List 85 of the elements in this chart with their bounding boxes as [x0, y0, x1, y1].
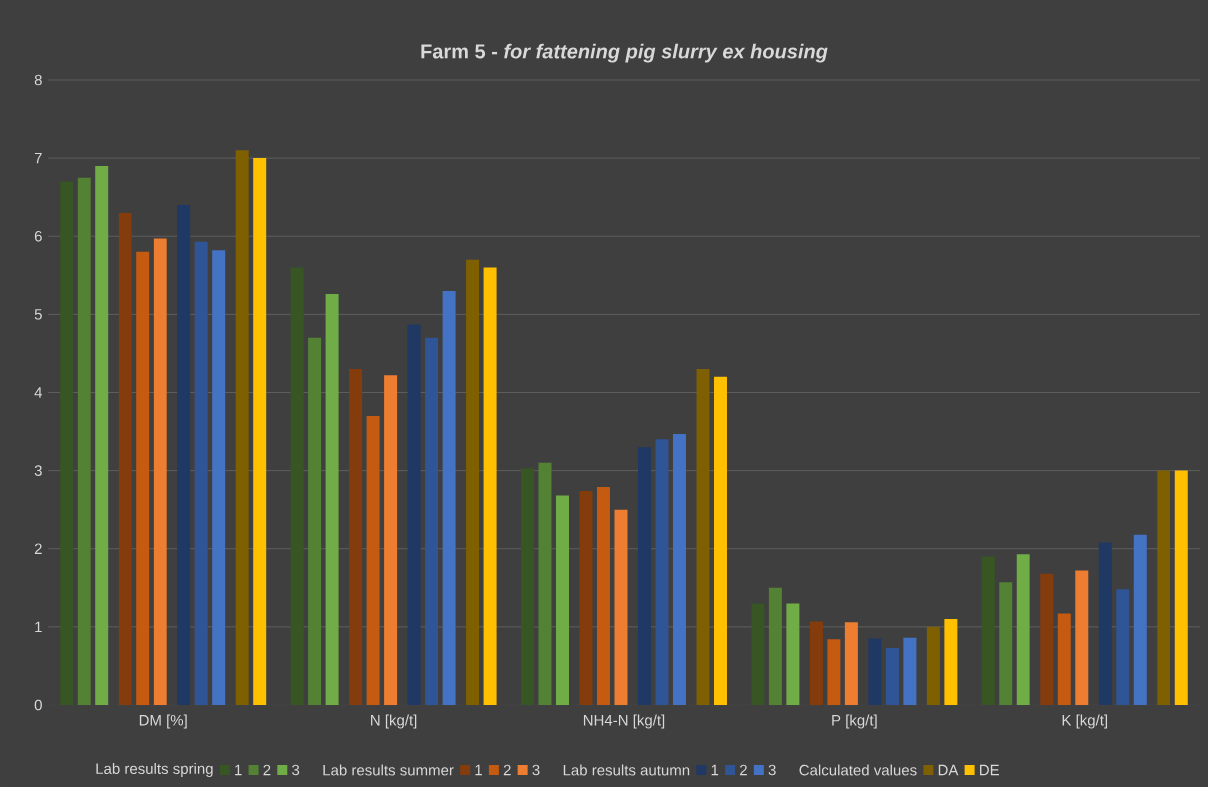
- bar: [1157, 470, 1171, 705]
- bar: [177, 204, 191, 705]
- x-tick-label: P [kg/t]: [832, 714, 877, 729]
- bar: [118, 212, 132, 705]
- bar: [1016, 554, 1030, 705]
- legend-label: DE: [980, 764, 999, 776]
- legend-label: 1: [475, 764, 482, 776]
- bar: [235, 150, 249, 705]
- bar: [999, 582, 1013, 705]
- bar: [809, 621, 823, 705]
- text: Calculated values: [799, 764, 917, 776]
- bar: [153, 238, 167, 705]
- y-tick-label: 1: [35, 621, 42, 633]
- bar: [1057, 613, 1071, 705]
- bar: [614, 509, 628, 705]
- text: Lab results summer: [323, 764, 454, 776]
- bar: [926, 626, 940, 705]
- bar: [60, 181, 74, 705]
- bar: [483, 267, 497, 705]
- bar: [713, 376, 727, 705]
- y-tick-label: 5: [34, 309, 42, 320]
- bar: [1098, 542, 1112, 705]
- bar: [672, 433, 686, 705]
- bar: [1133, 534, 1147, 705]
- bar: [290, 267, 304, 705]
- bar: [212, 250, 226, 705]
- bar: [442, 290, 456, 705]
- bar: [520, 468, 534, 705]
- y-tick-label: 3: [34, 465, 42, 476]
- bar: [384, 375, 398, 705]
- bar: [349, 369, 363, 705]
- x-tick-label: K [kg/t]: [1062, 714, 1108, 729]
- bar: [1040, 573, 1054, 705]
- bar: [786, 603, 800, 705]
- bar: [308, 337, 322, 705]
- bar: [637, 447, 651, 705]
- y-tick-label: 4: [34, 387, 43, 398]
- bar: [425, 337, 439, 705]
- bar: [655, 439, 669, 705]
- bar: [868, 638, 882, 705]
- y-tick-label: 0: [34, 699, 42, 711]
- bar: [1174, 470, 1188, 705]
- chart-title: Farm 5 - for fattening pig slurry ex housing: [421, 43, 828, 63]
- bar: [95, 165, 109, 705]
- bar: [77, 177, 91, 705]
- bar: [596, 487, 610, 705]
- bar: [538, 462, 552, 705]
- bar: [579, 490, 593, 705]
- bar: [325, 294, 339, 705]
- legend-label: 3: [532, 764, 540, 776]
- y-tick-label: 8: [34, 74, 42, 86]
- y-tick-label: 2: [34, 543, 42, 554]
- legend-label: 2: [503, 764, 511, 776]
- bar: [194, 241, 208, 705]
- bar: [1075, 570, 1089, 705]
- bar: [981, 556, 995, 705]
- x-tick-label: N [kg/t]: [371, 714, 417, 729]
- legend-label: DA: [938, 764, 959, 776]
- text: Lab results spring: [96, 762, 213, 777]
- bar: [768, 587, 782, 705]
- bar: [903, 637, 917, 705]
- text: Lab results autumn: [563, 764, 690, 776]
- bar: [1116, 589, 1130, 705]
- bar: [253, 158, 267, 705]
- legend-label: 1: [235, 764, 242, 776]
- bar: [751, 603, 765, 705]
- bar: [885, 647, 899, 705]
- bar: [696, 369, 710, 705]
- legend-label: 1: [711, 764, 719, 776]
- bar: [827, 639, 841, 705]
- legend-label: 2: [263, 764, 271, 776]
- legend-label: 2: [740, 764, 747, 776]
- x-tick-label: NH4-N [kg/t]: [583, 714, 665, 729]
- bar: [944, 619, 958, 705]
- legend-label: 3: [768, 764, 776, 776]
- bar: [555, 495, 569, 705]
- y-tick-label: 6: [34, 230, 42, 242]
- bar: [466, 259, 480, 705]
- legend-label: 3: [292, 764, 300, 776]
- x-tick-label: DM [%]: [139, 714, 187, 729]
- y-tick-label: 7: [34, 152, 42, 164]
- bar: [136, 251, 150, 705]
- bar: [844, 622, 858, 705]
- bar: [407, 324, 421, 705]
- bar: [366, 415, 380, 705]
